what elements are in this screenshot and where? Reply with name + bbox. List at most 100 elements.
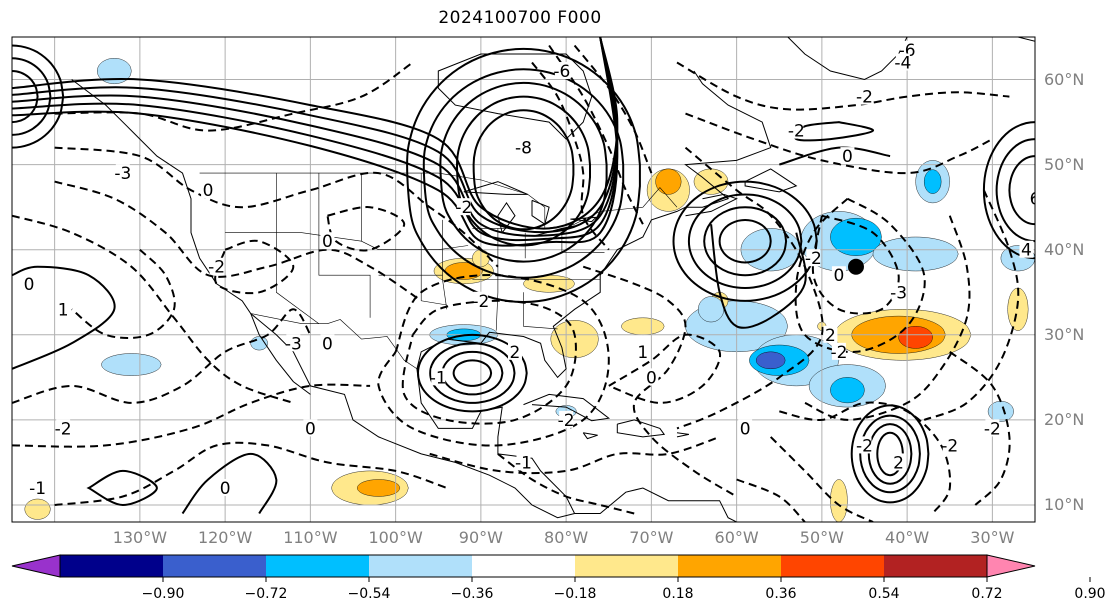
contour-label: 2 <box>825 326 836 346</box>
negative-contour <box>401 299 577 425</box>
map-title: 2024100700 F000 <box>438 8 602 28</box>
graticule-lines <box>12 37 1035 522</box>
positive-contour <box>703 206 788 277</box>
anomaly-patch <box>830 217 882 256</box>
negative-contour <box>12 383 371 448</box>
contour-label-bg <box>738 419 753 437</box>
contour-label: 2 <box>510 343 521 363</box>
negative-contour <box>573 44 653 174</box>
contour-label: -2 <box>830 343 847 363</box>
contour-label-bg <box>30 478 45 496</box>
anomaly-patch <box>693 168 729 195</box>
negative-contour <box>497 453 635 515</box>
longitude-label: 70°W <box>629 528 674 547</box>
contour-label-bg <box>823 325 838 343</box>
contour-label-bg <box>218 478 233 496</box>
contour-label: -1 <box>515 453 532 473</box>
contour-label: -2 <box>856 88 873 108</box>
anomaly-patch <box>550 320 599 359</box>
contour-labels: -6-8-2-20-6-4-30-20-201-120-3-2 00-1-1-20… <box>22 40 1035 499</box>
negative-contour <box>779 401 952 515</box>
coastline <box>676 432 690 438</box>
positive-contour <box>441 350 504 396</box>
contour-label-bg <box>806 249 821 267</box>
positive-contour <box>455 95 591 247</box>
colorbar-tick-label: 0.72 <box>971 586 1003 602</box>
longitude-label: 130°W <box>112 528 168 547</box>
latitude-label: 60°N <box>1044 69 1085 89</box>
contour-label: -2 <box>856 436 873 456</box>
colorbar-tick-label: 0.18 <box>662 586 694 602</box>
contour-label: -2 <box>55 419 72 439</box>
contour-label-bg <box>115 164 130 182</box>
longitude-label: 40°W <box>885 528 930 547</box>
coastline <box>582 432 598 440</box>
contour-label-bg <box>895 53 910 71</box>
anomaly-patch <box>24 498 51 520</box>
political-border <box>523 292 558 330</box>
anomaly-patch <box>101 353 162 376</box>
negative-contour <box>214 239 295 295</box>
contour-label-bg <box>891 283 906 301</box>
negative-contour <box>676 146 824 430</box>
coastline <box>616 419 666 438</box>
longitude-label: 50°W <box>799 528 844 547</box>
contour-label-bg <box>554 62 569 80</box>
political-border <box>250 313 418 370</box>
contour-label-bg <box>857 87 872 105</box>
contour-label-bg <box>456 198 471 216</box>
coastline <box>250 313 311 395</box>
contour-label: 1 <box>637 343 648 363</box>
positive-contour <box>859 414 921 494</box>
contour-label-bg <box>985 419 1000 437</box>
contour-label: 0 <box>24 275 35 295</box>
contour-label-bg <box>516 138 531 156</box>
negative-contour <box>794 197 926 353</box>
contour-label-bg <box>22 274 37 292</box>
anomaly-patch <box>830 377 865 404</box>
positive-contour <box>416 333 528 413</box>
latitude-label: 30°N <box>1044 324 1085 344</box>
contour-label: -8 <box>515 139 532 159</box>
contour-label-bg <box>56 419 71 437</box>
contour-label: -2 <box>984 419 1001 439</box>
positive-contour <box>1008 155 1035 226</box>
contour-label-bg <box>320 232 335 250</box>
contour-label: -2 <box>788 122 805 142</box>
negative-contour <box>54 146 499 268</box>
negative-contour <box>548 44 644 225</box>
negative-contour <box>676 61 1010 111</box>
latitude-label: 20°N <box>1044 409 1085 429</box>
contour-label: -3 <box>114 164 131 184</box>
contour-label-bg <box>789 121 804 139</box>
negative-contour <box>769 436 874 522</box>
longitude-label: 60°W <box>714 528 759 547</box>
negative-contour <box>531 61 610 251</box>
colorbar-tick-label: −0.36 <box>450 586 494 602</box>
coastline <box>685 193 738 217</box>
contour-label: 0 <box>842 147 853 167</box>
contour-label-bg <box>831 266 846 284</box>
colorbar-swatch <box>678 555 782 577</box>
positive-contour <box>718 218 772 264</box>
political-border <box>495 228 499 331</box>
contour-label: -2 <box>208 258 225 278</box>
positive-contour <box>995 138 1035 243</box>
contour-label-bg <box>559 410 574 428</box>
contour-label-bg <box>56 300 71 318</box>
anomaly-patch <box>1007 287 1029 331</box>
latitude-label: 40°N <box>1044 239 1085 259</box>
colorbar-min-extend <box>11 554 61 578</box>
contour-label: 1 <box>58 300 69 320</box>
contour-label: -3 <box>890 283 907 303</box>
positive-contour <box>452 359 493 387</box>
positive-contour <box>472 109 575 231</box>
coastline <box>437 53 593 140</box>
anomaly-patch <box>755 351 786 370</box>
contour-label: 0 <box>322 232 333 252</box>
contour-label: 0 <box>305 419 316 439</box>
anomaly-fill-layer <box>24 58 1035 522</box>
colorbar-swatch <box>266 555 370 577</box>
coastline <box>71 79 575 519</box>
